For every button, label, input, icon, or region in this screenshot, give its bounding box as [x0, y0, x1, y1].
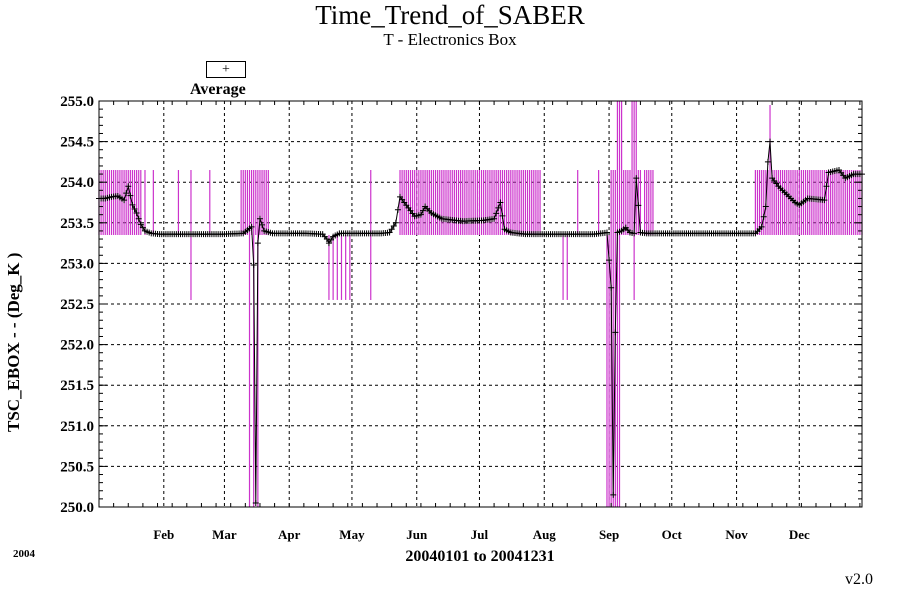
x-axis-label: 20040101 to 20041231	[405, 548, 555, 565]
x-tick-label: Dec	[789, 527, 810, 542]
year-label: 2004	[13, 548, 35, 560]
legend-label: Average	[190, 81, 246, 98]
average-marker	[491, 215, 498, 222]
x-tick-label: Feb	[153, 527, 174, 542]
x-tick-label: Oct	[662, 527, 683, 542]
average-series	[96, 138, 865, 506]
average-marker	[252, 499, 259, 506]
average-marker	[608, 284, 615, 291]
legend-marker: +	[206, 61, 246, 78]
average-marker	[392, 219, 399, 226]
average-marker	[417, 211, 424, 218]
average-marker	[250, 262, 257, 269]
average-marker	[388, 226, 395, 233]
average-marker	[394, 206, 401, 213]
average-marker	[254, 240, 261, 247]
average-marker	[823, 183, 830, 190]
average-marker	[328, 236, 335, 243]
average-marker	[612, 329, 619, 336]
y-tick-label: 252.5	[60, 297, 94, 313]
y-tick-label: 254.0	[60, 175, 94, 191]
average-marker	[631, 230, 638, 237]
average-marker	[259, 221, 266, 228]
version-label: v2.0	[845, 571, 873, 588]
y-tick-label: 250.0	[60, 500, 94, 516]
average-marker	[323, 236, 330, 243]
average-marker	[256, 215, 263, 222]
average-marker	[495, 204, 502, 211]
x-tick-label: May	[339, 527, 365, 542]
average-marker	[129, 201, 136, 208]
y-tick-label: 250.5	[60, 459, 94, 475]
x-tick-label: Apr	[278, 527, 301, 542]
average-marker	[497, 199, 504, 206]
grid	[99, 101, 862, 507]
average-marker	[633, 175, 640, 182]
average-marker	[127, 192, 134, 199]
average-marker	[760, 213, 767, 220]
average-marker	[390, 223, 397, 230]
average-marker	[325, 240, 332, 247]
y-tick-label: 253.5	[60, 216, 94, 232]
x-tick-label: Nov	[725, 527, 748, 542]
chart-subtitle: T - Electronics Box	[383, 30, 517, 49]
average-marker	[606, 257, 613, 264]
x-tick-label: Aug	[533, 527, 557, 542]
axis-ticks: 250.0 250.5 251.0 251.5 252.0 252.5 253.0 253.5…	[60, 94, 862, 542]
average-marker	[386, 229, 393, 236]
average-marker	[125, 183, 132, 190]
x-tick-label: Mar	[212, 527, 237, 542]
x-tick-label: Jun	[406, 527, 428, 542]
average-marker	[123, 190, 130, 197]
average-marker	[762, 203, 769, 210]
average-marker	[131, 205, 138, 212]
average-marker	[610, 491, 617, 498]
average-marker	[139, 224, 146, 231]
average-marker	[758, 223, 765, 230]
average-marker	[493, 210, 500, 217]
y-tick-label: 255.0	[60, 94, 94, 110]
average-marker	[137, 221, 144, 228]
chart-title: Time_Trend_of_SABER	[315, 0, 585, 30]
average-marker	[248, 223, 255, 230]
y-tick-label: 254.5	[60, 135, 94, 151]
average-marker	[133, 210, 140, 217]
average-line	[99, 141, 862, 503]
average-marker	[420, 207, 427, 214]
average-marker	[121, 197, 128, 204]
y-tick-label: 253.0	[60, 256, 94, 272]
y-tick-label: 251.5	[60, 378, 94, 394]
average-marker	[821, 197, 828, 204]
x-tick-label: Sep	[599, 527, 619, 542]
average-marker	[635, 202, 642, 209]
y-tick-label: 251.0	[60, 419, 94, 435]
average-marker	[135, 215, 142, 222]
average-marker	[764, 158, 771, 165]
average-marker	[499, 212, 506, 219]
average-marker	[767, 138, 774, 145]
x-tick-label: Jul	[471, 527, 489, 542]
average-marker	[603, 229, 610, 236]
y-tick-label: 252.0	[60, 338, 94, 354]
